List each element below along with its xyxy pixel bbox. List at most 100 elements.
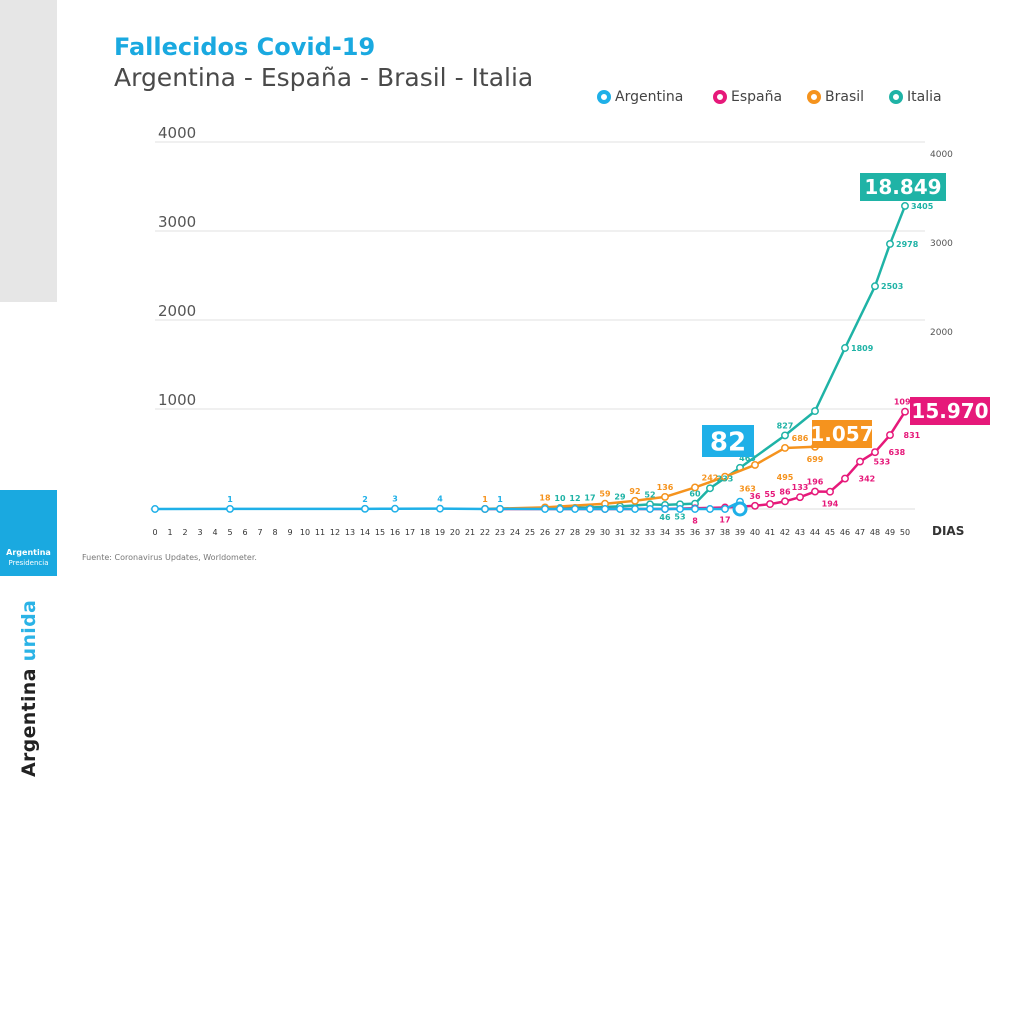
data-point [676, 505, 684, 513]
x-tick-label: 3 [197, 528, 202, 537]
x-tick-label: 42 [780, 528, 790, 537]
data-label: 46 [659, 513, 671, 522]
total-label-argentina: 82 [710, 427, 746, 457]
data-point [481, 505, 489, 513]
source-note: Fuente: Coronavirus Updates, Worldometer… [82, 553, 257, 562]
data-point [751, 501, 759, 510]
total-label-brasil: 1.057 [810, 422, 873, 446]
x-tick-label: 35 [675, 528, 685, 537]
coat-of-arms-icon [20, 999, 36, 1026]
data-label: 136 [657, 483, 674, 492]
x-tick-label: 5 [227, 528, 232, 537]
total-box-italia [860, 173, 946, 201]
data-point [631, 505, 639, 513]
data-label: 831 [904, 431, 921, 440]
legend-label: Argentina [615, 89, 684, 105]
data-point [226, 504, 234, 513]
data-point [601, 505, 609, 513]
y-tick-label-left: 3000 [158, 213, 196, 231]
x-tick-label: 45 [825, 528, 835, 537]
data-label: 363 [739, 485, 756, 494]
data-label: 1809 [851, 344, 874, 353]
brand-text-unida: unida [18, 599, 40, 662]
data-label: 8 [692, 516, 698, 525]
y-tick-label-right: 3000 [930, 239, 953, 249]
x-tick-label: 7 [257, 528, 262, 537]
x-tick-label: 34 [660, 528, 670, 537]
data-label: 827 [777, 421, 794, 430]
data-label: 60 [689, 490, 701, 499]
legend-ring-icon [889, 90, 903, 104]
data-label: 133 [792, 483, 809, 492]
data-point [841, 344, 849, 352]
x-tick-label: 12 [330, 528, 340, 537]
data-label: 533 [874, 458, 891, 467]
data-point [751, 460, 759, 469]
x-tick-label: 4 [212, 528, 217, 537]
data-label: 29 [614, 492, 626, 501]
data-point [571, 505, 579, 513]
x-tick-label: 21 [465, 528, 475, 537]
y-tick-label-right: 2000 [930, 328, 953, 338]
legend-item-italia: Italia [889, 86, 942, 108]
x-axis-label: DIAS [932, 524, 964, 538]
data-label: 2978 [896, 240, 919, 249]
data-point [436, 504, 444, 513]
legend-item-brasil: Brasil [807, 86, 864, 108]
data-label: 59 [599, 490, 611, 499]
legend-label: España [731, 89, 783, 105]
data-label: 18 [539, 493, 551, 502]
data-point [796, 493, 804, 502]
x-tick-label: 37 [705, 528, 715, 537]
y-tick-label-right: 4000 [930, 150, 953, 160]
legend-item-argentina: Argentina [597, 86, 683, 108]
x-tick-label: 1 [167, 528, 172, 537]
data-label: 12 [569, 494, 580, 503]
x-tick-label: 2 [182, 528, 187, 537]
data-point [706, 484, 714, 493]
data-label: 86 [779, 487, 791, 496]
x-tick-label: 48 [870, 528, 880, 537]
y-tick-label-left: 4000 [158, 124, 196, 142]
data-point [871, 448, 879, 457]
data-point [826, 487, 834, 496]
legend-label: Brasil [825, 89, 865, 105]
data-point [886, 240, 894, 248]
total-box-españa [910, 397, 990, 425]
data-label: 4 [437, 495, 443, 504]
data-point [496, 504, 504, 513]
data-point [661, 492, 669, 501]
legend-ring-icon [713, 90, 727, 104]
brand-text-argentina: Argentina [18, 668, 40, 777]
data-point [781, 443, 789, 452]
data-point [811, 487, 819, 496]
data-label: 53 [674, 512, 685, 521]
data-label: 17 [584, 493, 595, 502]
total-box-argentina [702, 425, 754, 457]
data-label: 1 [497, 495, 503, 504]
data-point [706, 505, 714, 513]
data-label: 3 [392, 495, 398, 504]
data-label: 196 [807, 478, 824, 487]
data-label: 463 [739, 454, 756, 463]
x-tick-label: 49 [885, 528, 895, 537]
data-label: 3405 [911, 202, 934, 211]
x-tick-label: 23 [495, 528, 505, 537]
data-label: 242 [702, 473, 719, 482]
x-tick-label: 30 [600, 528, 610, 537]
sidebar-brand-area: Argentina unida [0, 302, 57, 777]
data-point [631, 496, 639, 505]
data-point [691, 483, 699, 492]
x-tick-label: 41 [765, 528, 775, 537]
x-tick-label: 27 [555, 528, 565, 537]
legend-item-espana: España [713, 86, 782, 108]
argentina-last-point [732, 501, 748, 517]
data-label: 194 [822, 500, 839, 509]
x-tick-label: 24 [510, 528, 520, 537]
data-label: 92 [629, 487, 640, 496]
chart-svg: 1000100020002000300030004000400001234567… [150, 124, 990, 538]
data-label: 699 [807, 455, 824, 464]
x-tick-label: 10 [300, 528, 310, 537]
x-tick-label: 44 [810, 528, 820, 537]
logo-name: Argentina [6, 548, 51, 557]
